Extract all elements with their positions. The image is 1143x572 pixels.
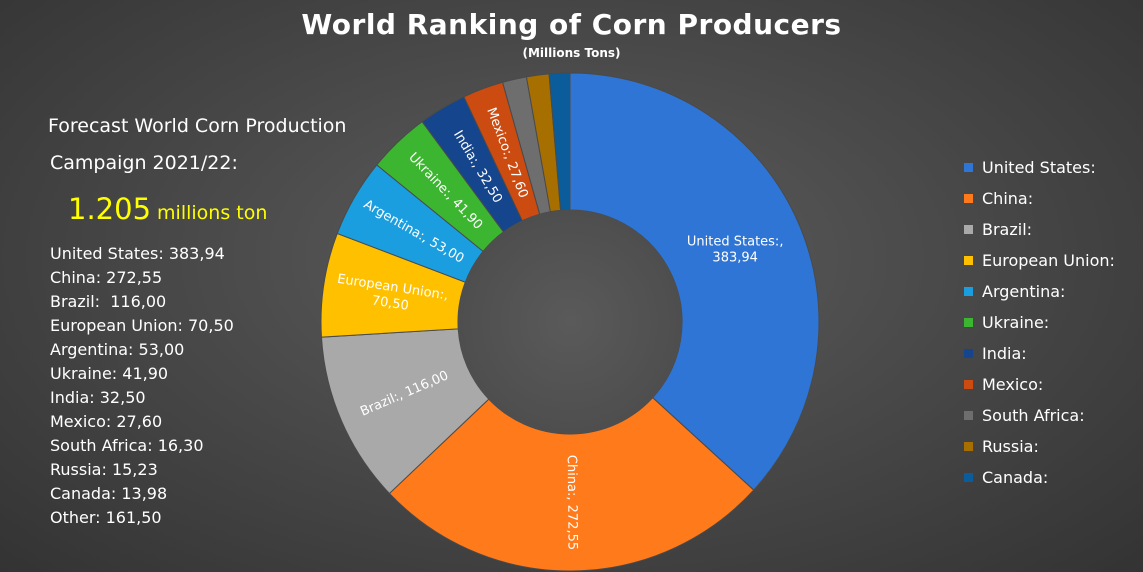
legend-item: Ukraine: xyxy=(964,307,1115,338)
donut-hole xyxy=(458,210,682,434)
legend-item: China: xyxy=(964,183,1115,214)
legend-swatch xyxy=(964,318,973,327)
legend-swatch xyxy=(964,225,973,234)
legend-swatch xyxy=(964,473,973,482)
legend-swatch xyxy=(964,380,973,389)
legend-label: Argentina: xyxy=(982,281,1066,301)
legend-swatch xyxy=(964,349,973,358)
production-list-item: European Union: 70,50 xyxy=(50,316,234,335)
production-list-item: Russia: 15,23 xyxy=(50,460,158,479)
total-unit: millions ton xyxy=(157,202,268,224)
production-list-item: China: 272,55 xyxy=(50,268,163,287)
legend-swatch xyxy=(964,442,973,451)
legend-item: India: xyxy=(964,338,1115,369)
legend-item: United States: xyxy=(964,152,1115,183)
production-list: United States: 383,94 China: 272,55 Brazil… xyxy=(50,242,234,530)
slice-data-label: China:, 272,55 xyxy=(564,455,580,550)
legend-item: Russia: xyxy=(964,431,1115,462)
legend-label: Russia: xyxy=(982,436,1039,456)
legend-label: European Union: xyxy=(982,250,1115,270)
production-list-item: United States: 383,94 xyxy=(50,244,225,263)
chart-legend: United States: China: Brazil: European Unio… xyxy=(964,152,1115,493)
production-list-item: Mexico: 27,60 xyxy=(50,412,163,431)
legend-item: Canada: xyxy=(964,462,1115,493)
legend-swatch xyxy=(964,411,973,420)
legend-label: Ukraine: xyxy=(982,312,1050,332)
forecast-heading: Forecast World Corn Production xyxy=(48,115,347,137)
production-list-item: Argentina: 53,00 xyxy=(50,340,185,359)
total-production: 1.205 millions ton xyxy=(68,192,267,226)
legend-item: Mexico: xyxy=(964,369,1115,400)
production-list-item: South Africa: 16,30 xyxy=(50,436,204,455)
legend-label: China: xyxy=(982,188,1034,208)
slice-data-label: United States:, 383,94 xyxy=(687,234,784,265)
legend-label: South Africa: xyxy=(982,405,1085,425)
production-list-item: Ukraine: 41,90 xyxy=(50,364,169,383)
donut-slices xyxy=(320,72,820,572)
production-list-item: Canada: 13,98 xyxy=(50,484,168,503)
legend-label: Canada: xyxy=(982,467,1049,487)
legend-item: Brazil: xyxy=(964,214,1115,245)
legend-item: South Africa: xyxy=(964,400,1115,431)
production-list-item: Brazil: 116,00 xyxy=(50,292,167,311)
campaign-heading: Campaign 2021/22: xyxy=(50,152,238,174)
legend-label: Brazil: xyxy=(982,219,1033,239)
production-list-item: India: 32,50 xyxy=(50,388,146,407)
chart-title: World Ranking of Corn Producers xyxy=(301,8,842,41)
legend-swatch xyxy=(964,256,973,265)
legend-item: Argentina: xyxy=(964,276,1115,307)
total-value: 1.205 xyxy=(68,192,152,226)
legend-label: India: xyxy=(982,343,1027,363)
legend-swatch xyxy=(964,163,973,172)
production-list-item: Other: 161,50 xyxy=(50,508,162,527)
legend-swatch xyxy=(964,194,973,203)
legend-item: European Union: xyxy=(964,245,1115,276)
legend-swatch xyxy=(964,287,973,296)
legend-label: United States: xyxy=(982,157,1096,177)
chart-subtitle: (Millions Tons) xyxy=(522,46,621,60)
legend-label: Mexico: xyxy=(982,374,1044,394)
